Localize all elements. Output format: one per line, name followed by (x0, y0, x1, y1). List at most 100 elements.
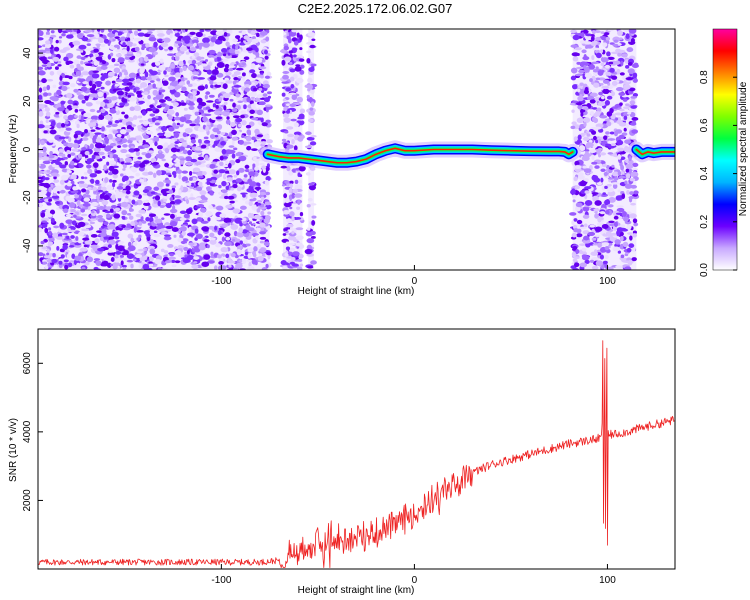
noise-speckle (620, 235, 624, 242)
noise-speckle (185, 162, 193, 166)
noise-speckle (631, 129, 639, 134)
noise-speckle (45, 213, 53, 218)
noise-speckle (310, 101, 315, 107)
noise-speckle (126, 37, 131, 42)
noise-speckle (48, 227, 52, 231)
noise-speckle (309, 141, 317, 146)
noise-speckle (210, 84, 214, 89)
noise-speckle (593, 82, 600, 88)
noise-speckle (112, 179, 117, 183)
noise-speckle (297, 136, 304, 142)
noise-speckle (209, 79, 214, 85)
noise-speckle (594, 200, 602, 206)
noise-speckle (618, 92, 626, 96)
noise-speckle (243, 35, 250, 40)
noise-speckle (169, 88, 177, 95)
noise-speckle (183, 213, 190, 219)
noise-speckle (89, 143, 94, 150)
noise-speckle (111, 57, 116, 63)
noise-speckle (216, 81, 222, 85)
noise-speckle (193, 256, 200, 260)
noise-speckle (619, 72, 625, 76)
noise-speckle (153, 51, 158, 56)
noise-speckle (101, 155, 106, 160)
noise-speckle (141, 160, 150, 164)
noise-speckle (122, 175, 129, 181)
noise-speckle (97, 52, 104, 56)
noise-speckle (310, 88, 315, 95)
noise-speckle (194, 146, 202, 151)
noise-speckle (160, 188, 167, 195)
noise-speckle (122, 168, 126, 171)
noise-speckle (174, 32, 180, 38)
noise-speckle (595, 36, 602, 41)
noise-speckle (615, 265, 623, 269)
noise-speckle (232, 238, 236, 242)
noise-speckle (191, 55, 196, 59)
noise-speckle (115, 137, 121, 142)
noise-speckle (114, 207, 121, 212)
noise-speckle (182, 132, 188, 138)
noise-speckle (86, 256, 94, 263)
noise-speckle (288, 92, 297, 95)
noise-speckle (289, 183, 293, 188)
noise-speckle (55, 39, 59, 44)
noise-speckle (293, 131, 302, 136)
noise-speckle (591, 30, 596, 35)
noise-speckle (196, 56, 202, 61)
noise-speckle (165, 179, 171, 185)
noise-speckle (225, 41, 230, 47)
noise-speckle (255, 161, 260, 167)
noise-speckle (597, 101, 606, 107)
noise-speckle (625, 77, 634, 81)
noise-speckle (97, 217, 106, 223)
noise-speckle (241, 62, 247, 66)
noise-speckle (260, 210, 265, 216)
noise-speckle (256, 200, 263, 203)
noise-speckle (155, 128, 160, 131)
noise-speckle (573, 256, 580, 260)
noise-speckle (147, 76, 152, 81)
noise-speckle (221, 59, 229, 62)
noise-speckle (83, 171, 88, 176)
noise-speckle (132, 115, 138, 120)
noise-speckle (109, 108, 117, 114)
noise-speckle (243, 142, 247, 146)
noise-speckle (288, 171, 294, 176)
noise-speckle (59, 189, 66, 194)
noise-speckle (139, 162, 146, 168)
noise-speckle (56, 70, 62, 76)
noise-speckle (243, 174, 248, 178)
noise-speckle (283, 117, 291, 123)
noise-speckle (633, 62, 639, 66)
noise-speckle (572, 199, 576, 203)
noise-speckle (46, 169, 51, 173)
noise-speckle (41, 220, 47, 223)
noise-speckle (227, 149, 236, 154)
noise-speckle (214, 57, 218, 63)
noise-speckle (591, 192, 599, 195)
noise-speckle (595, 77, 601, 81)
x-tick-label: 0 (412, 575, 418, 586)
noise-speckle (90, 115, 99, 121)
noise-speckle (594, 165, 600, 169)
noise-speckle (600, 168, 606, 173)
noise-speckle (263, 133, 270, 140)
noise-speckle (126, 51, 134, 55)
noise-speckle (573, 262, 580, 268)
noise-speckle (306, 136, 315, 141)
noise-speckle (572, 34, 580, 41)
noise-speckle (259, 247, 267, 253)
noise-speckle (185, 208, 193, 215)
noise-speckle (96, 230, 103, 234)
noise-speckle (305, 131, 312, 136)
noise-speckle (265, 176, 271, 182)
noise-speckle (143, 202, 151, 207)
noise-speckle (109, 153, 113, 159)
noise-speckle (574, 47, 582, 51)
noise-speckle (194, 228, 199, 234)
noise-speckle (589, 224, 596, 228)
noise-speckle (169, 253, 174, 257)
noise-speckle (238, 227, 243, 234)
noise-speckle (186, 100, 190, 104)
